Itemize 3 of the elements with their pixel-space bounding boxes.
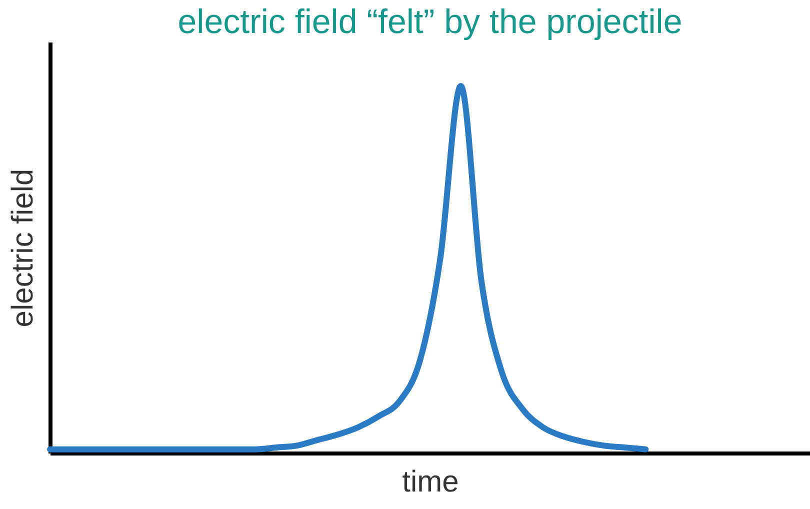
x-axis-title: time	[402, 466, 459, 498]
chart-title: electric field “felt” by the projectile	[178, 3, 682, 41]
y-axis-title: electric field	[6, 168, 40, 328]
